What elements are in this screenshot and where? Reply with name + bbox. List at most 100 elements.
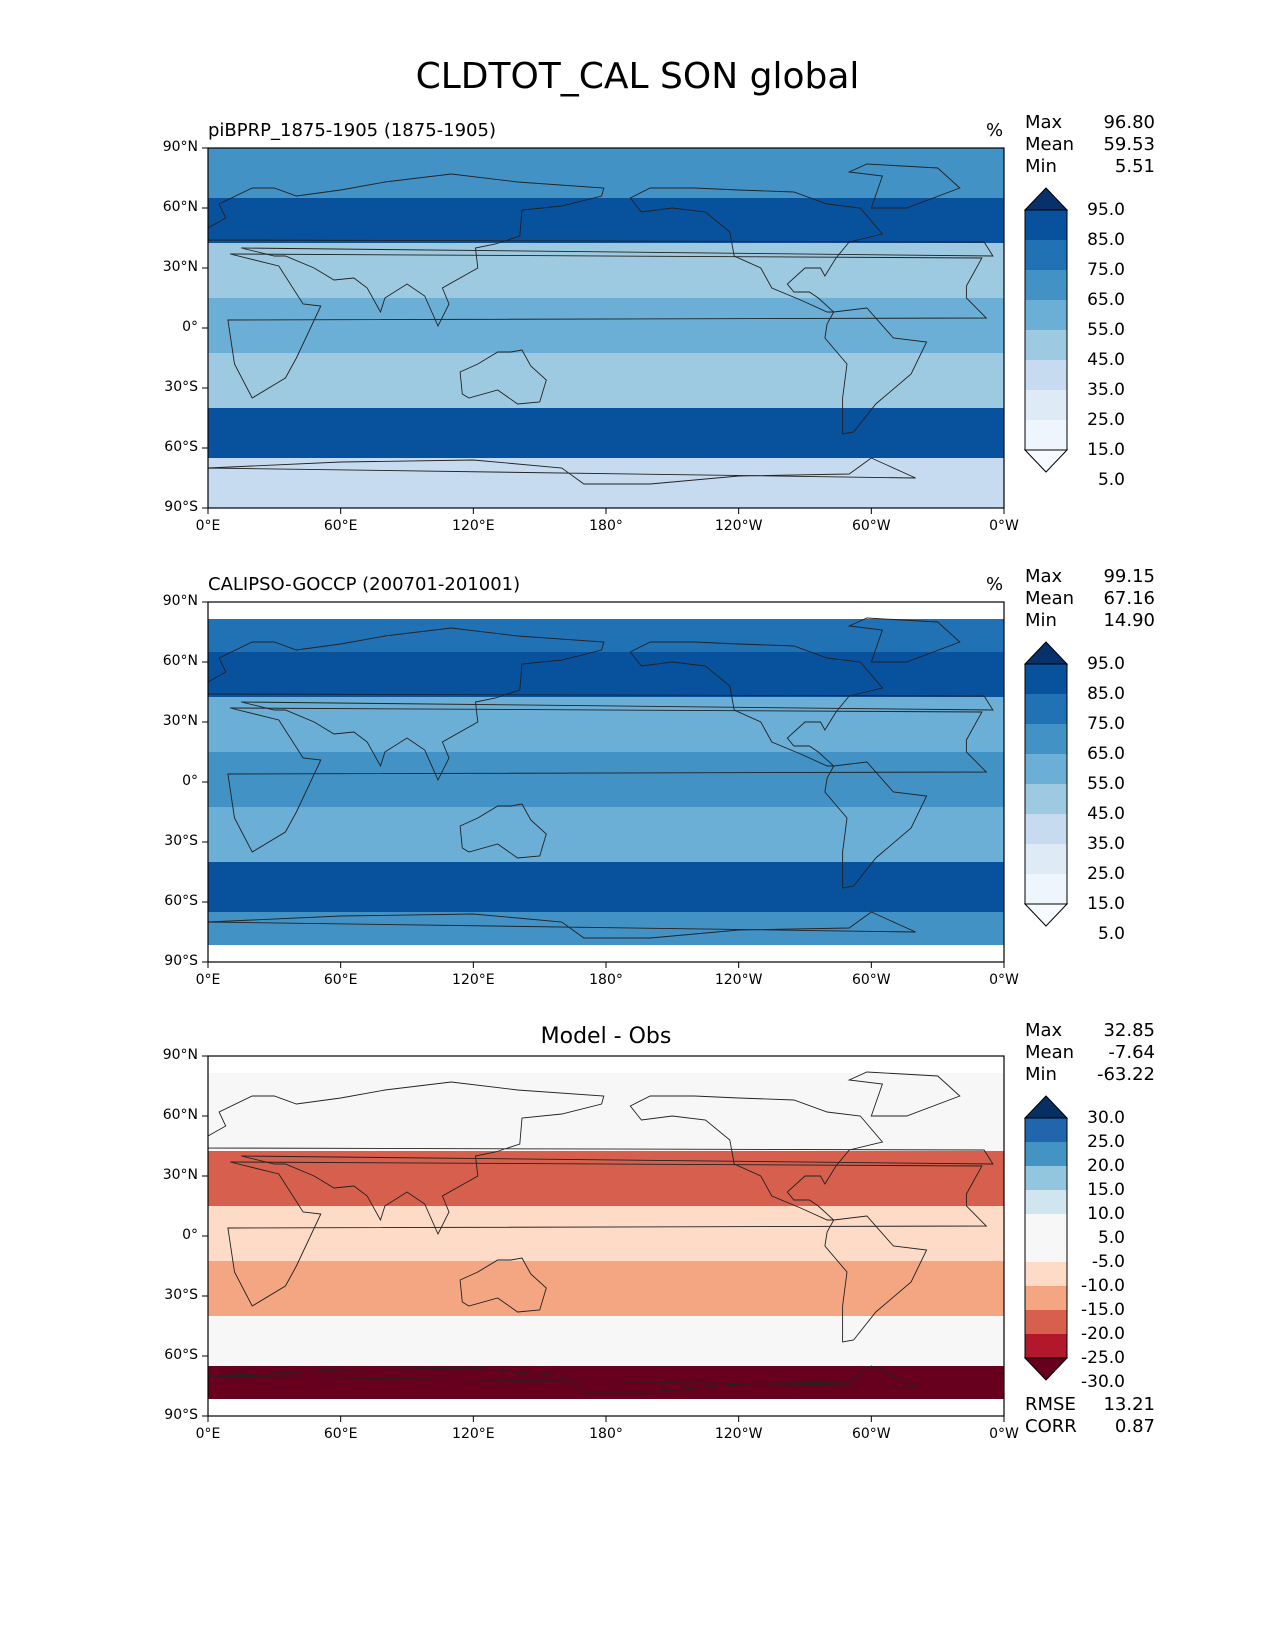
x-tick-label: 60°W xyxy=(851,518,891,534)
stat-label: Max xyxy=(1025,566,1063,587)
panel-title: Model - Obs xyxy=(540,1024,672,1049)
colorbar-label: 65.0 xyxy=(1087,290,1125,310)
zonal-band xyxy=(208,148,1004,198)
y-tick-label: 0° xyxy=(182,319,198,335)
colorbar-swatch xyxy=(1025,1286,1067,1310)
zonal-band xyxy=(208,862,1004,912)
stat-row: Min 14.90 xyxy=(1025,610,1155,632)
metrics-block: RMSE 13.21 CORR 0.87 xyxy=(1025,1394,1155,1438)
coastline xyxy=(207,173,994,328)
missing-data-band xyxy=(208,602,1004,619)
colorbar-extend-bottom xyxy=(1023,1357,1069,1381)
y-tick-label: 30°N xyxy=(162,713,198,729)
stat-value: 99.15 xyxy=(1103,566,1155,587)
coastline xyxy=(459,349,547,405)
colorbar-label: 55.0 xyxy=(1087,774,1125,794)
colorbar-swatch xyxy=(1025,1166,1067,1190)
colorbar-extend-top xyxy=(1023,1095,1069,1119)
colorbar-label: 75.0 xyxy=(1087,260,1125,280)
stat-value: 67.16 xyxy=(1103,588,1155,609)
x-tick-label: 60°W xyxy=(851,1426,891,1442)
panel-title: CALIPSO-GOCCP (200701-201001) xyxy=(208,574,521,595)
coastline xyxy=(847,163,961,209)
x-tick-label: 0°E xyxy=(195,1426,221,1442)
metric-label: CORR xyxy=(1025,1416,1077,1437)
stat-label: Mean xyxy=(1025,1042,1075,1063)
units-label: % xyxy=(986,120,1004,141)
y-tick-label: 60°S xyxy=(164,1347,198,1363)
colorbar-label: 5.0 xyxy=(1097,470,1125,490)
colorbar-label: 35.0 xyxy=(1087,380,1125,400)
coastline xyxy=(227,253,988,399)
zonal-band xyxy=(208,752,1004,807)
colorbar-swatch xyxy=(1025,330,1067,360)
colorbar-label: 30.0 xyxy=(1087,1108,1125,1128)
missing-data-band xyxy=(208,945,1004,962)
figure-title: CLDTOT_CAL SON global xyxy=(415,56,860,97)
colorbar-swatch xyxy=(1025,1334,1067,1358)
colorbar-swatch xyxy=(1025,1190,1067,1214)
colorbar-swatch xyxy=(1025,1118,1067,1142)
y-tick-label: 0° xyxy=(182,1227,198,1243)
colorbar-swatch xyxy=(1025,754,1067,784)
colorbar-swatch xyxy=(1025,844,1067,874)
colorbar-extend-bottom xyxy=(1023,449,1069,473)
x-tick-label: 120°E xyxy=(452,972,495,988)
x-tick-label: 120°E xyxy=(452,1426,495,1442)
stat-label: Max xyxy=(1025,1020,1063,1041)
coastline xyxy=(227,1161,988,1307)
zonal-band xyxy=(208,243,1004,298)
colorbar-label: 85.0 xyxy=(1087,684,1125,704)
stat-label: Min xyxy=(1025,1064,1057,1085)
zonal-band xyxy=(208,1106,1004,1151)
stat-row: Mean 67.16 xyxy=(1025,588,1155,610)
colorbar-label: -30.0 xyxy=(1081,1372,1125,1392)
y-tick-label: 60°N xyxy=(162,1107,198,1123)
coastline xyxy=(629,1095,884,1221)
map-plot xyxy=(202,1055,1005,1422)
x-tick-label: 120°E xyxy=(452,518,495,534)
x-tick-label: 0°W xyxy=(989,518,1019,534)
stat-row: Max 32.85 xyxy=(1025,1020,1155,1042)
map-plot xyxy=(202,601,1005,968)
x-tick-label: 60°E xyxy=(323,972,358,988)
y-tick-label: 90°S xyxy=(164,499,198,515)
metric-row: CORR 0.87 xyxy=(1025,1416,1155,1438)
colorbar-swatch xyxy=(1025,784,1067,814)
y-tick-label: 30°S xyxy=(164,1287,198,1303)
x-tick-label: 180° xyxy=(589,518,623,534)
map-plot xyxy=(202,147,1005,514)
stat-label: Max xyxy=(1025,112,1063,133)
y-tick-label: 30°S xyxy=(164,833,198,849)
colorbar xyxy=(1023,641,1069,927)
stats-block: Max 99.15 Mean 67.16 Min 14.90 xyxy=(1025,566,1155,632)
y-tick-label: 30°N xyxy=(162,1167,198,1183)
y-tick-label: 60°N xyxy=(162,653,198,669)
coastline xyxy=(847,1071,961,1117)
colorbar-label: 20.0 xyxy=(1087,1156,1125,1176)
zonal-band xyxy=(208,1206,1004,1261)
stat-value: 59.53 xyxy=(1103,134,1155,155)
colorbar xyxy=(1023,187,1069,473)
stat-value: 5.51 xyxy=(1114,156,1155,177)
zonal-band xyxy=(208,1261,1004,1316)
stats-block: Max 96.80 Mean 59.53 Min 5.51 xyxy=(1025,112,1155,178)
colorbar-label: 85.0 xyxy=(1087,230,1125,250)
y-tick-label: 90°S xyxy=(164,953,198,969)
colorbar-label: 25.0 xyxy=(1087,1132,1125,1152)
zonal-band xyxy=(208,353,1004,408)
coastline xyxy=(629,187,884,313)
x-tick-label: 120°W xyxy=(714,1426,763,1442)
x-tick-label: 0°W xyxy=(989,972,1019,988)
x-tick-label: 180° xyxy=(589,972,623,988)
metric-value: 0.87 xyxy=(1114,1416,1155,1437)
y-tick-label: 60°N xyxy=(162,199,198,215)
colorbar-swatch xyxy=(1025,1238,1067,1262)
stat-row: Mean -7.64 xyxy=(1025,1042,1155,1064)
colorbar-swatch xyxy=(1025,724,1067,754)
stat-row: Min -63.22 xyxy=(1025,1064,1155,1086)
y-tick-label: 60°S xyxy=(164,439,198,455)
colorbar-label: -15.0 xyxy=(1081,1300,1125,1320)
stat-row: Mean 59.53 xyxy=(1025,134,1155,156)
metric-row: RMSE 13.21 xyxy=(1025,1394,1155,1416)
